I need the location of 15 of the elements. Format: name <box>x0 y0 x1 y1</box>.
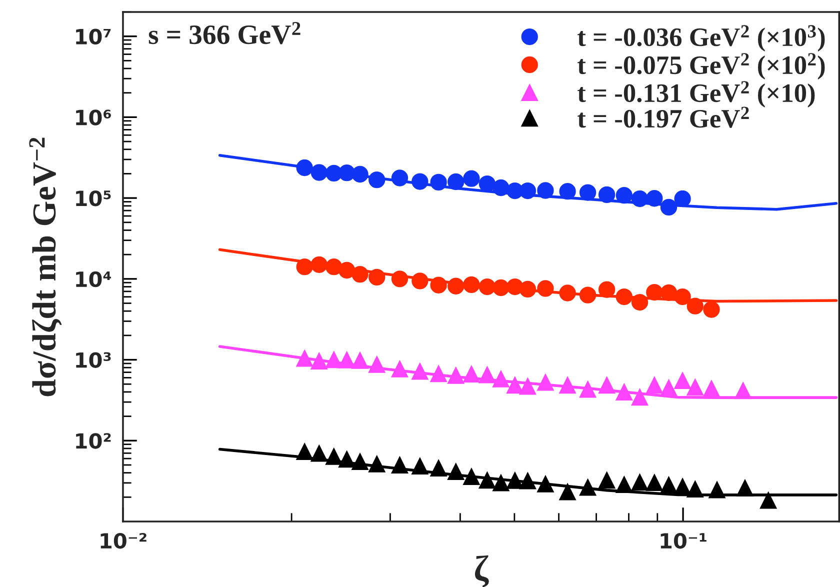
x-axis-title: ζ <box>474 555 489 587</box>
y-axis-title: dσ/dζdt mb GeV$^{−2}$ <box>29 138 62 396</box>
y-tick-label: 10⁷ <box>76 28 111 45</box>
x-tick-label: 10⁻² <box>100 532 146 549</box>
legend-label: t = -0.131 GeV$^{2}$ (×10) <box>578 81 815 108</box>
y-tick-label: 10⁵ <box>76 190 111 206</box>
y-tick-label: 10⁶ <box>76 110 111 126</box>
y-tick-label: 10⁴ <box>76 271 112 288</box>
x-tick-label: 10⁻¹ <box>660 532 706 549</box>
y-tick-label: 10² <box>76 433 111 449</box>
legend-label: t = -0.075 GeV$^{2}$ (×10$^{2}$) <box>578 53 825 80</box>
annotation: s = 366 GeV$^{2}$ <box>148 22 300 44</box>
legend-label: t = -0.197 GeV$^{2}$ <box>578 106 749 128</box>
y-tick-label: 10³ <box>76 352 111 368</box>
legend-label: t = -0.036 GeV$^{2}$ (×10$^{3}$) <box>578 25 825 52</box>
